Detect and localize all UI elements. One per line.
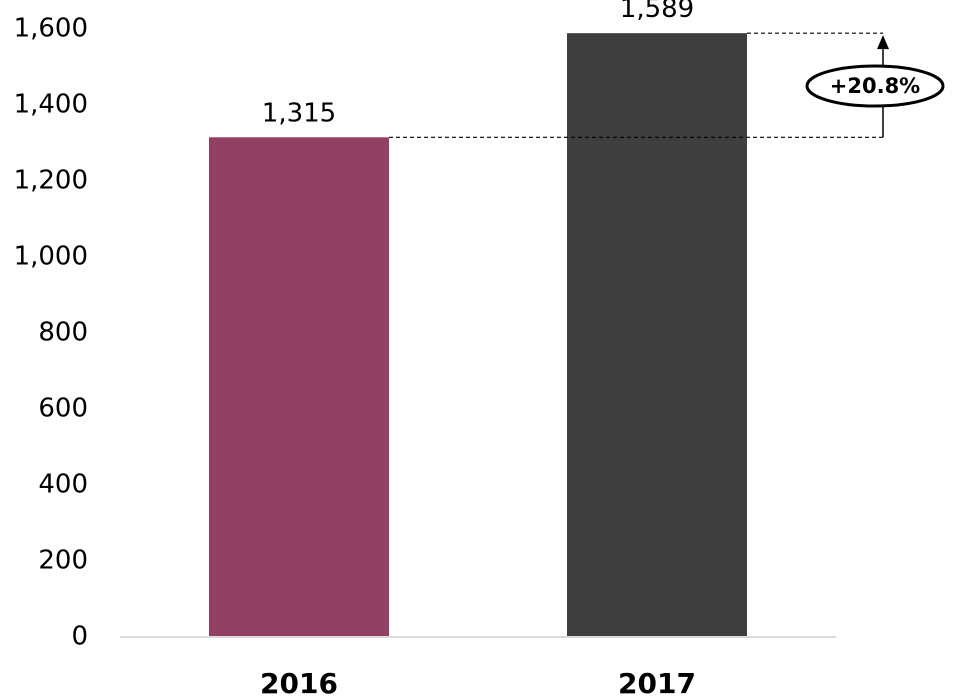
y-tick-label: 1,600: [14, 14, 88, 44]
x-axis: 2016 2017: [260, 667, 696, 700]
y-tick-label: 1,400: [14, 90, 88, 120]
bars: [209, 33, 747, 638]
y-tick-label: 200: [38, 546, 88, 576]
bar-2017: [567, 33, 747, 638]
data-label-2016: 1,315: [262, 98, 336, 128]
y-axis: 0 200 400 600 800 1,000 1,200 1,400 1,600: [14, 14, 88, 652]
growth-badge: [805, 64, 945, 108]
y-tick-label: 1,200: [14, 166, 88, 196]
data-labels: 1,315 1,589: [262, 0, 694, 128]
y-tick-label: 800: [38, 318, 88, 348]
y-tick-label: 0: [71, 622, 88, 652]
y-tick-label: 1,000: [14, 242, 88, 272]
growth-annotation: +20.8%: [389, 32, 945, 138]
y-tick-label: 600: [38, 394, 88, 424]
growth-label: +20.8%: [830, 74, 920, 98]
x-tick-label-2017: 2017: [618, 667, 696, 700]
arrow-up-icon: [877, 35, 889, 50]
y-tick-label: 400: [38, 470, 88, 500]
data-label-2017: 1,589: [620, 0, 694, 24]
bar-2016: [209, 137, 389, 638]
x-tick-label-2016: 2016: [260, 667, 338, 700]
